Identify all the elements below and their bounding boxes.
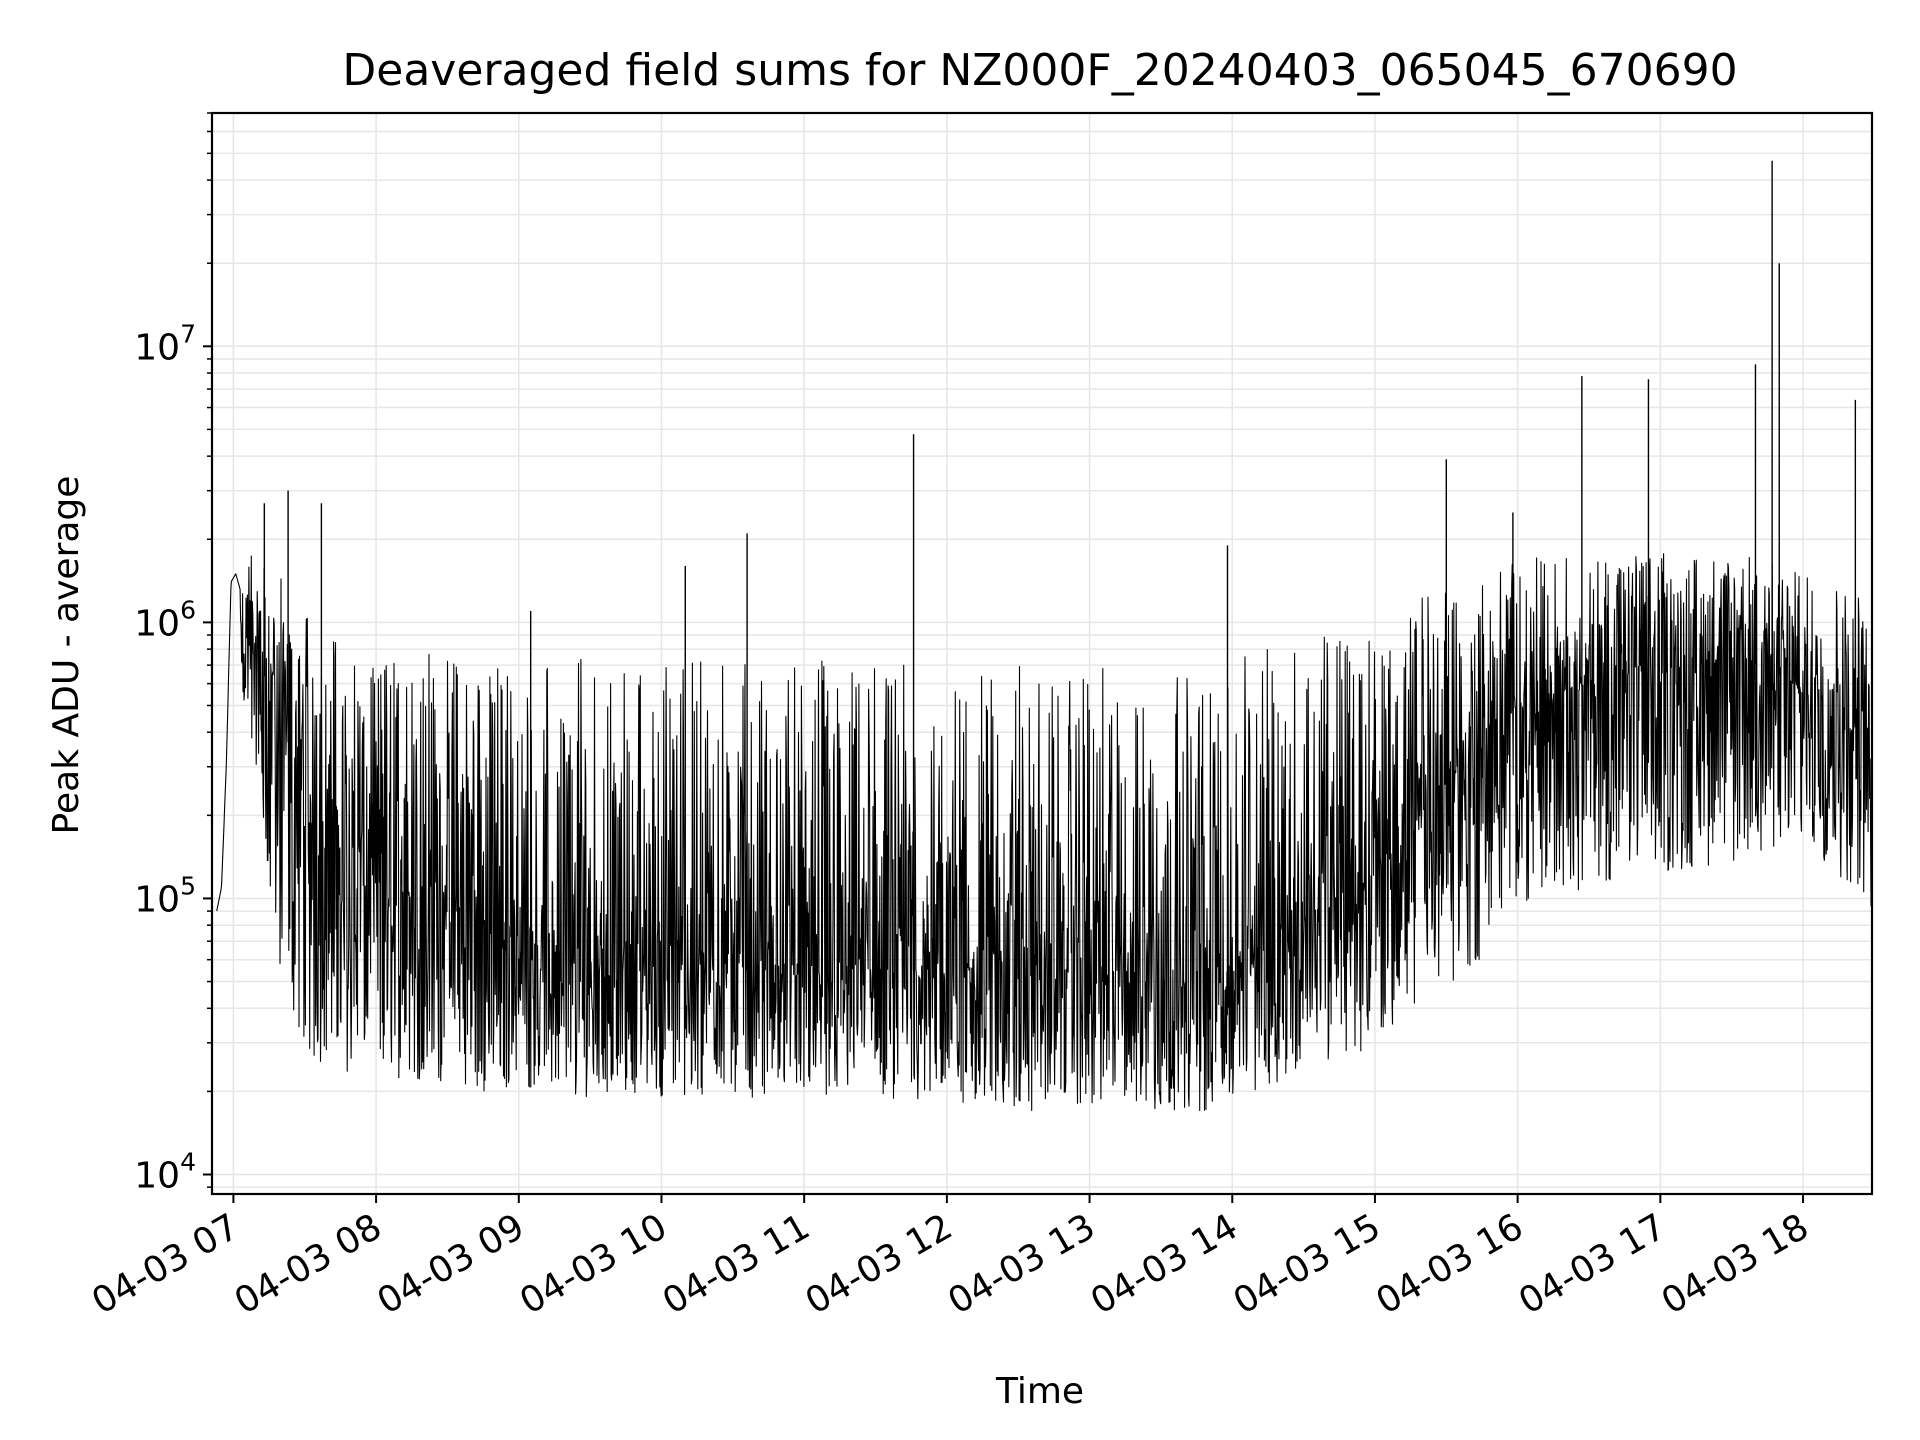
x-axis-label: Time: [995, 1371, 1084, 1412]
data-line-series: [216, 553, 1873, 1112]
y-axis-label: Peak ADU - average: [46, 476, 87, 835]
chart-title: Deaveraged field sums for NZ000F_2024040…: [342, 45, 1737, 96]
y-tick-label: 104: [134, 1148, 196, 1197]
y-tick-label: 105: [134, 871, 196, 920]
y-tick-label: 107: [134, 319, 196, 368]
y-tick-label: 106: [134, 595, 196, 644]
axes-frame: [210, 111, 1874, 1196]
plot-area: [216, 160, 1873, 1112]
